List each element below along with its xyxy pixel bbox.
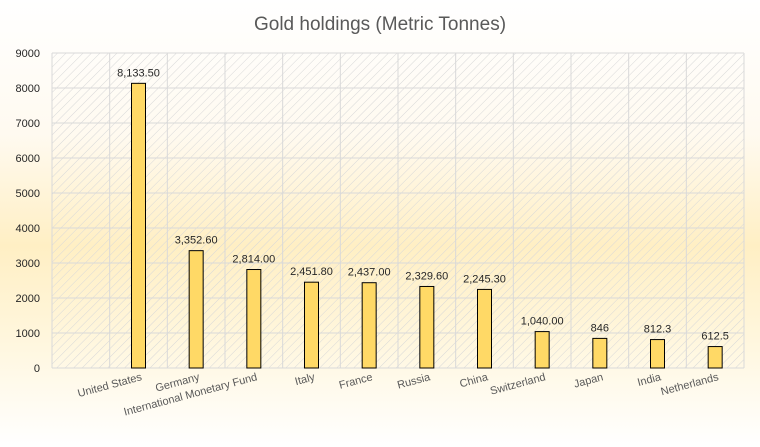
y-tick-label: 8000: [16, 83, 40, 95]
x-tick-label: China: [458, 371, 490, 390]
bar: [650, 339, 665, 369]
data-label: 2,437.00: [348, 267, 391, 279]
data-label: 3,352.60: [175, 235, 218, 247]
bar: [419, 285, 435, 369]
y-axis-ticks: 0 1000 2000 3000 4000 5000 6000 7000 8000 9000: [16, 48, 40, 375]
chart-title: Gold holdings (Metric Tonnes): [254, 14, 506, 35]
data-label: 2,814.00: [232, 254, 275, 266]
bar: [188, 250, 204, 369]
data-label: 2,451.80: [290, 266, 333, 278]
data-label: 846: [591, 322, 609, 334]
data-label: 8,133.50: [117, 67, 160, 79]
data-label: 812.3: [644, 324, 672, 336]
data-label: 612.5: [701, 331, 729, 343]
bar: [304, 281, 319, 369]
data-label: 2,329.60: [405, 270, 448, 282]
bars: [131, 82, 723, 369]
bar: [592, 337, 608, 369]
y-tick-label: 2000: [16, 293, 40, 305]
y-tick-label: 7000: [16, 118, 40, 130]
data-labels: 8,133.50 3,352.60 2,814.00 2,451.80 2,437.00…: [117, 67, 729, 342]
x-tick-label: Russia: [396, 371, 432, 392]
y-tick-label: 4000: [16, 223, 40, 235]
bar: [131, 82, 146, 369]
x-tick-label: Italy: [294, 371, 317, 388]
bar: [361, 282, 377, 369]
y-tick-label: 6000: [16, 153, 40, 165]
x-tick-label: Switzerland: [489, 371, 547, 397]
x-tick-label: Japan: [573, 371, 605, 390]
bar: [534, 331, 550, 369]
x-tick-label: France: [338, 371, 374, 391]
y-tick-label: 3000: [16, 258, 40, 270]
y-tick-label: 0: [34, 363, 40, 375]
bar: [707, 346, 723, 369]
bar: [477, 288, 492, 369]
data-label: 2,245.30: [463, 273, 506, 285]
x-tick-label: Netherlands: [660, 371, 721, 398]
gridlines: [51, 52, 745, 369]
x-tick-label: United States: [76, 371, 143, 400]
bar: [246, 269, 262, 369]
y-tick-label: 5000: [16, 188, 40, 200]
y-tick-label: 9000: [16, 48, 40, 60]
y-tick-label: 1000: [16, 328, 40, 340]
data-label: 1,040.00: [521, 316, 564, 328]
